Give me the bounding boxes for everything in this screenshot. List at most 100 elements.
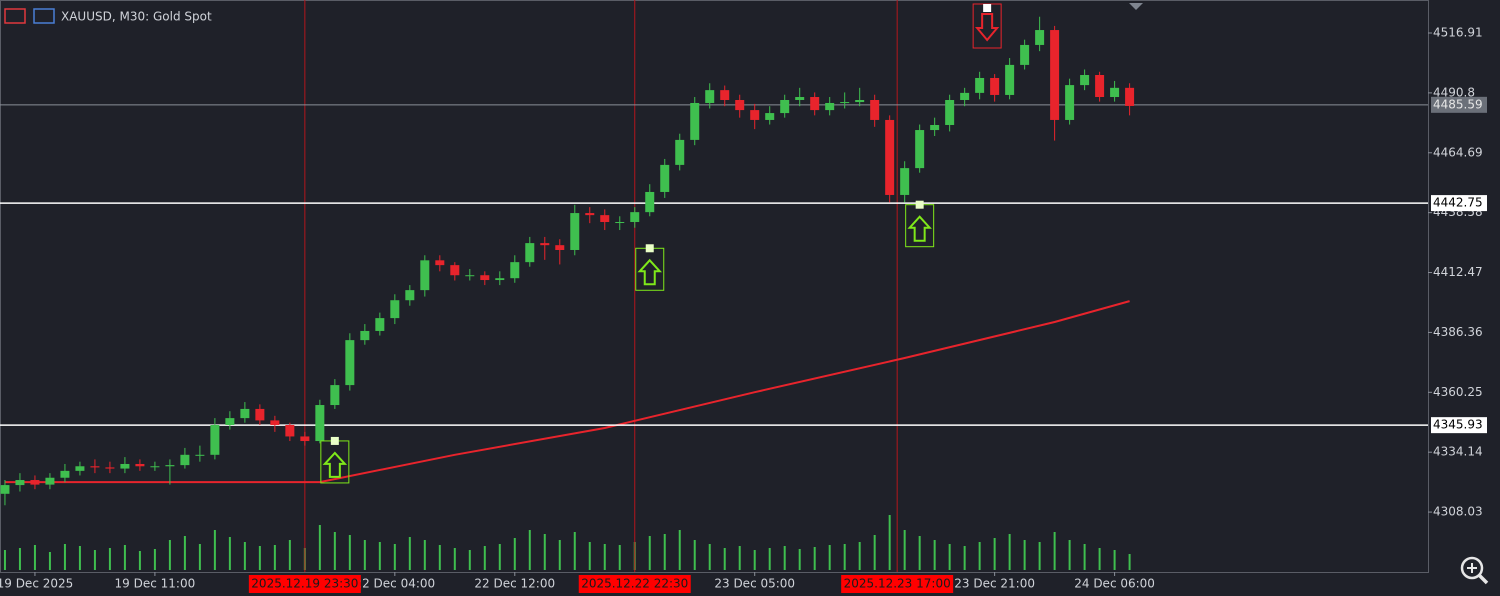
candle-body bbox=[435, 260, 445, 266]
time-marker-box bbox=[841, 575, 954, 593]
candle-body bbox=[975, 77, 985, 93]
candle-body bbox=[270, 420, 280, 425]
candle-body bbox=[690, 102, 700, 140]
candle-body bbox=[900, 168, 910, 195]
signal-dot bbox=[330, 436, 339, 445]
icon bbox=[4, 8, 26, 24]
candle-body bbox=[105, 467, 115, 469]
candle-body bbox=[315, 405, 325, 442]
price-label-box bbox=[1431, 417, 1487, 434]
candle-body bbox=[1020, 44, 1030, 65]
candle-body bbox=[615, 222, 625, 224]
signal-arrow bbox=[905, 200, 935, 248]
signal-dot bbox=[645, 244, 654, 253]
price-label-box bbox=[1431, 96, 1487, 113]
candle-body bbox=[675, 139, 685, 165]
signal-dot bbox=[915, 200, 924, 209]
candle-body bbox=[1125, 87, 1135, 106]
y-tick-label: 4490.8 bbox=[1433, 85, 1475, 99]
candle-body bbox=[720, 90, 730, 100]
signal-shape bbox=[322, 451, 348, 478]
candle-body bbox=[375, 318, 385, 331]
candle-body bbox=[75, 466, 85, 471]
candle-body bbox=[180, 454, 190, 466]
candle-body bbox=[240, 408, 250, 419]
x-tick-label: 22 Dec 04:00 bbox=[354, 577, 435, 591]
signal-shape bbox=[907, 215, 932, 242]
candle-body bbox=[1050, 30, 1060, 120]
time-marker-label: 2025.12.23 17:00 bbox=[844, 577, 951, 591]
candle-body bbox=[705, 90, 715, 103]
candle-body bbox=[765, 113, 775, 120]
chart-title: XAUUSD, M30: Gold Spot bbox=[61, 10, 212, 24]
x-tick-label: 24 Dec 06:00 bbox=[1074, 577, 1155, 591]
zoom-lens[interactable] bbox=[1460, 556, 1484, 580]
signal-shape bbox=[637, 258, 663, 286]
candle-body bbox=[825, 102, 835, 111]
candle-body bbox=[735, 99, 745, 111]
y-tick-label: 4360.25 bbox=[1433, 385, 1483, 399]
scroll-marker bbox=[1129, 3, 1143, 10]
price-label: 4442.75 bbox=[1433, 196, 1483, 210]
candle-body bbox=[1110, 87, 1120, 98]
x-tick-label: 22 Dec 12:00 bbox=[474, 577, 555, 591]
time-marker-box bbox=[578, 575, 691, 593]
candle-body bbox=[645, 191, 655, 213]
candle-body bbox=[150, 466, 160, 468]
zoom-icon[interactable] bbox=[1460, 556, 1489, 585]
candle-body bbox=[630, 212, 640, 223]
candle-body bbox=[255, 408, 265, 421]
time-marker-label: 2025.12.19 23:30 bbox=[251, 577, 358, 591]
candle-body bbox=[810, 97, 820, 111]
candle-body bbox=[750, 110, 760, 120]
candle-body bbox=[585, 213, 595, 216]
y-tick-label: 4386.36 bbox=[1433, 325, 1483, 339]
candle-body bbox=[600, 215, 610, 223]
candle-body bbox=[840, 102, 850, 104]
candle-body bbox=[1080, 74, 1090, 86]
candle-body bbox=[0, 485, 10, 494]
y-tick-label: 4464.69 bbox=[1433, 145, 1483, 159]
candle-body bbox=[1035, 30, 1045, 45]
candle-body bbox=[795, 97, 805, 100]
candle-body bbox=[495, 278, 505, 281]
candle-body bbox=[165, 465, 175, 467]
candle-body bbox=[195, 454, 205, 456]
signal-shape bbox=[975, 13, 1000, 42]
candle-body bbox=[15, 480, 25, 486]
price-label: 4345.93 bbox=[1433, 418, 1483, 432]
candle-body bbox=[360, 330, 370, 341]
time-marker-box bbox=[248, 575, 361, 593]
candle-body bbox=[510, 262, 520, 279]
y-tick-label: 4516.91 bbox=[1433, 26, 1483, 40]
candle-body bbox=[660, 164, 670, 192]
price-label: 4485.59 bbox=[1433, 97, 1483, 111]
x-tick-label: 19 Dec 2025 bbox=[0, 577, 73, 591]
zoom-handle[interactable] bbox=[1477, 573, 1489, 585]
x-tick-label: 19 Dec 11:00 bbox=[115, 577, 196, 591]
candle-body bbox=[465, 275, 475, 277]
price-label-box bbox=[1431, 195, 1487, 212]
candle-body bbox=[390, 300, 400, 319]
signal-arrow bbox=[320, 436, 350, 484]
candle-body bbox=[855, 99, 865, 103]
candle-body bbox=[330, 385, 340, 406]
time-marker-label: 2025.12.22 22:30 bbox=[581, 577, 688, 591]
candle-body bbox=[990, 77, 1000, 95]
candle-body bbox=[285, 424, 295, 437]
candle-body bbox=[1065, 85, 1075, 120]
signal-dot bbox=[983, 4, 992, 12]
candle-body bbox=[870, 99, 880, 120]
candle-body bbox=[540, 243, 550, 246]
candle-body bbox=[525, 243, 535, 263]
y-tick-label: 4308.03 bbox=[1433, 505, 1483, 519]
candle-body bbox=[135, 463, 145, 467]
candle-body bbox=[120, 463, 130, 469]
candle-body bbox=[300, 436, 310, 442]
candle-body bbox=[90, 466, 100, 468]
candle-body bbox=[225, 418, 235, 425]
candle-body bbox=[420, 260, 430, 291]
